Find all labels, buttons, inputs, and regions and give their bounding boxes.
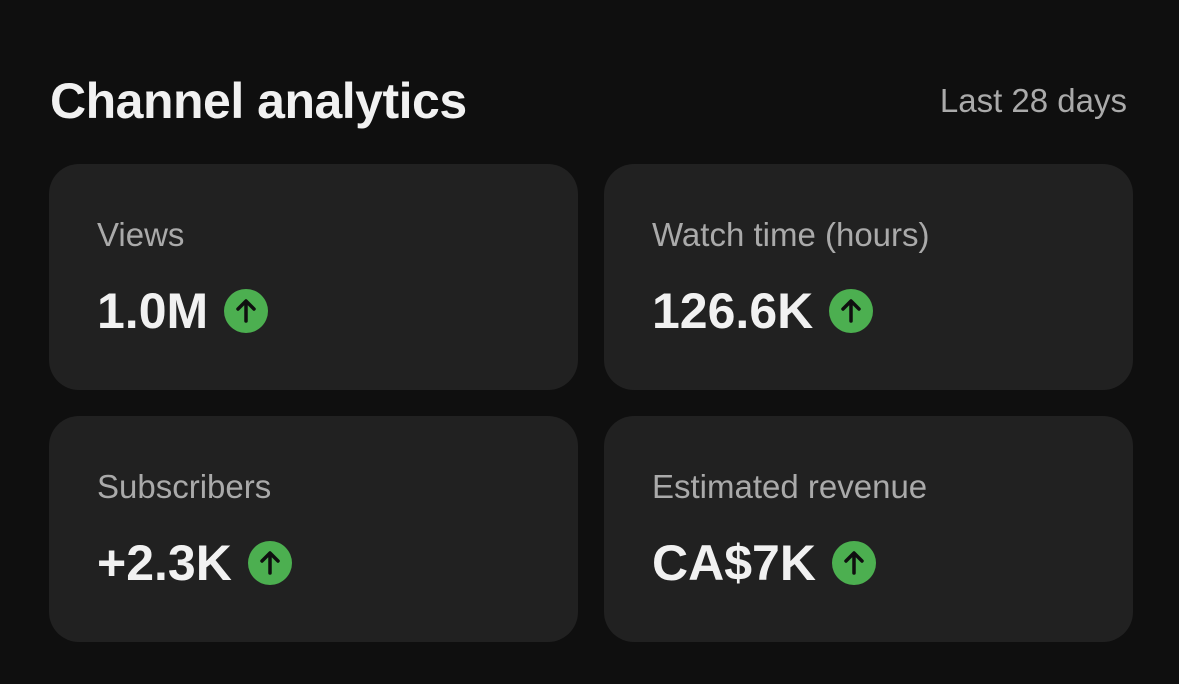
metric-value-row: 126.6K bbox=[652, 282, 874, 340]
up-arrow-icon bbox=[224, 289, 269, 333]
metric-label: Estimated revenue bbox=[652, 468, 928, 505]
metric-card[interactable]: Estimated revenue CA$7K bbox=[604, 416, 1133, 642]
metric-value-row: +2.3K bbox=[97, 534, 292, 592]
metric-card[interactable]: Subscribers +2.3K bbox=[49, 416, 578, 642]
up-arrow-icon bbox=[247, 541, 292, 585]
up-arrow-icon bbox=[831, 541, 876, 585]
metric-value: 126.6K bbox=[652, 283, 814, 339]
metric-label: Subscribers bbox=[97, 468, 272, 505]
metric-label: Views bbox=[97, 216, 185, 253]
metric-value: CA$7K bbox=[652, 535, 816, 591]
metric-value-row: 1.0M bbox=[97, 282, 269, 340]
metric-value: 1.0M bbox=[97, 283, 209, 339]
metric-value-row: CA$7K bbox=[652, 534, 876, 592]
metric-value: +2.3K bbox=[97, 535, 232, 591]
metric-card[interactable]: Views 1.0M bbox=[49, 164, 578, 390]
title: Channel analytics bbox=[50, 73, 467, 129]
period[interactable]: Last 28 days bbox=[939, 82, 1127, 119]
up-arrow-icon bbox=[829, 289, 874, 333]
metric-label: Watch time (hours) bbox=[652, 216, 930, 253]
metric-card[interactable]: Watch time (hours) 126.6K bbox=[604, 164, 1133, 390]
